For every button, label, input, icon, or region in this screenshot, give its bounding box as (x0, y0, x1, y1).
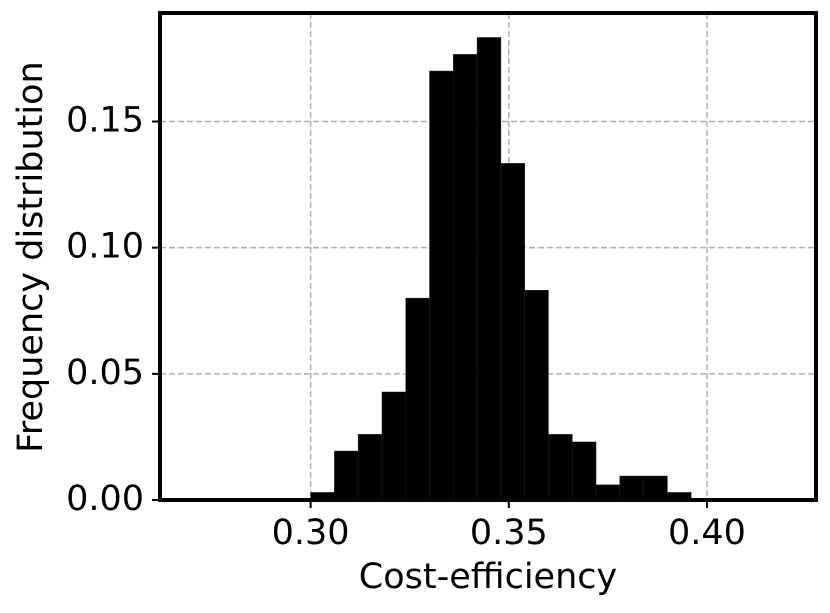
bar (429, 70, 454, 501)
y-tick-label: 0.05 (66, 353, 144, 393)
y-axis-label: Frequency distribution (11, 61, 51, 452)
bar (548, 434, 573, 501)
bar (453, 54, 478, 501)
x-axis-label: Cost-efficiency (359, 557, 617, 597)
plot-frame (158, 11, 818, 502)
bar (357, 434, 383, 501)
bar (524, 290, 549, 501)
y-tick-label: 0.10 (66, 227, 144, 267)
y-tick-label: 0.15 (66, 101, 144, 141)
bar (595, 484, 621, 501)
bar (381, 391, 407, 501)
x-tick-label: 0.30 (272, 513, 350, 553)
bar (619, 475, 644, 501)
y-tick-label: 0.00 (66, 479, 144, 519)
bar (500, 163, 525, 501)
bar (476, 37, 502, 501)
bar (334, 450, 359, 501)
bar (643, 475, 668, 501)
bar (405, 297, 430, 501)
x-tick-label: 0.35 (470, 513, 548, 553)
bar (571, 441, 597, 501)
x-tick-label: 0.40 (668, 513, 746, 553)
